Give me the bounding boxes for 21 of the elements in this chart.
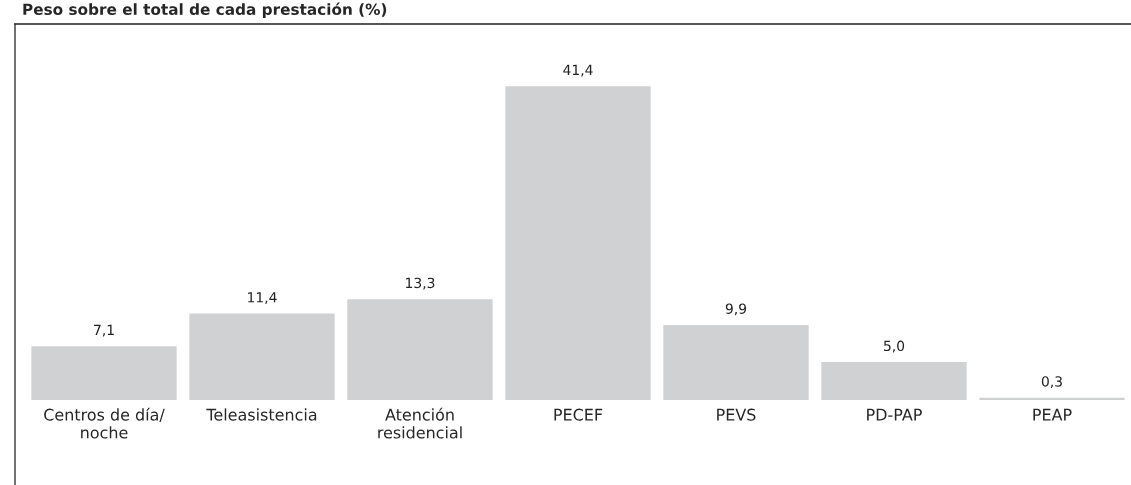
chart-title: Peso sobre el total de cada prestación (%) xyxy=(23,2,387,18)
x-tick-label: PEVS xyxy=(717,408,756,421)
x-tick-label: PEAP xyxy=(1033,408,1072,421)
data-label: 13,3 xyxy=(406,277,435,290)
x-tick-label: PD-PAP xyxy=(867,408,922,421)
data-label: 41,4 xyxy=(563,64,593,77)
x-tick-label: Atención residencial xyxy=(378,407,462,439)
data-label: 0,3 xyxy=(1041,376,1062,389)
data-label: 5,0 xyxy=(884,340,905,353)
data-label: 11,4 xyxy=(248,292,277,304)
data-label: 9,9 xyxy=(725,303,747,316)
bar xyxy=(663,324,809,400)
x-tick-label: PECEF xyxy=(554,408,603,421)
x-tick-label: Teleasistencia xyxy=(206,408,317,421)
bar xyxy=(505,86,651,400)
bar xyxy=(31,346,177,400)
bar xyxy=(347,299,493,400)
bar xyxy=(189,313,335,400)
data-label: 7,1 xyxy=(94,324,114,337)
bar xyxy=(821,362,967,400)
x-tick-label: Centros de día/ noche xyxy=(44,407,165,439)
